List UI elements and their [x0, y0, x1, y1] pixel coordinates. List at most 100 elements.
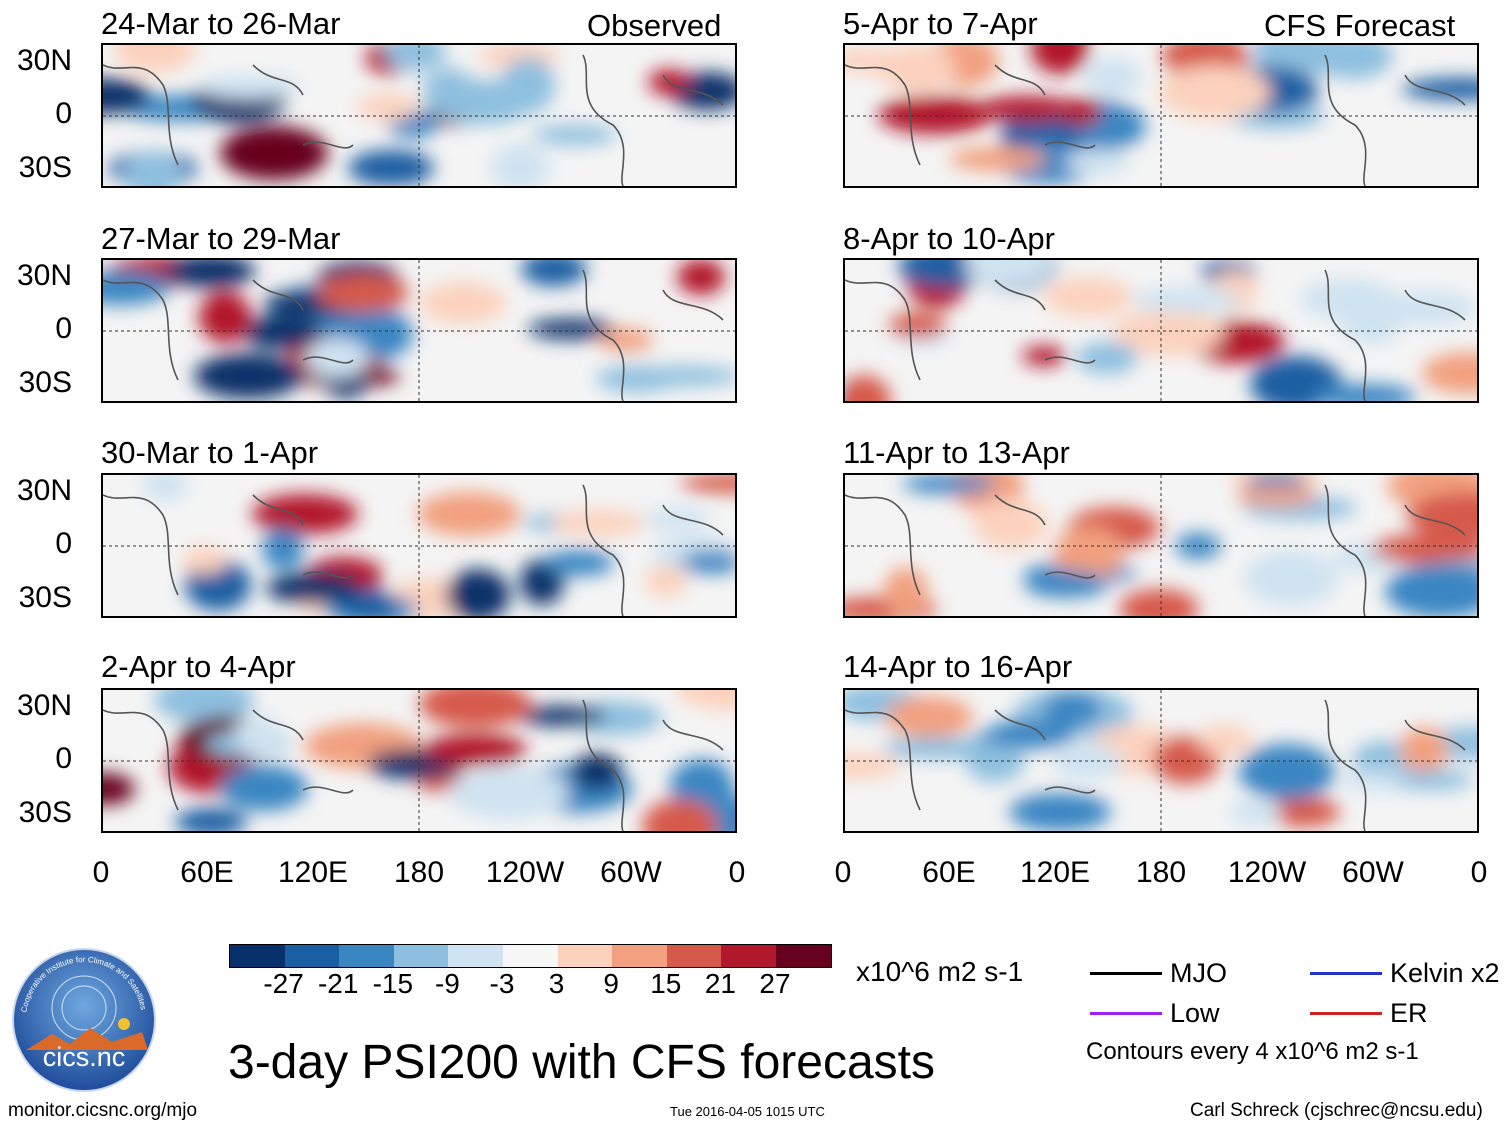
footer-timestamp: Tue 2016-04-05 1015 UTC [670, 1104, 825, 1119]
colorbar-swatch [721, 945, 776, 967]
colorbar-tick-label: -15 [372, 968, 414, 999]
footer-url[interactable]: monitor.cicsnc.org/mjo [8, 1100, 198, 1121]
anomaly-blob [1236, 486, 1318, 506]
anomaly-blob [885, 696, 973, 738]
anomaly-blob [878, 45, 956, 93]
anomaly-blob [434, 80, 534, 124]
observed-label: Observed [587, 8, 722, 43]
cfs-forecast-label: CFS Forecast [1264, 8, 1456, 43]
anomaly-blob [252, 494, 358, 534]
anomaly-blob [194, 353, 302, 399]
anomaly-blob [175, 808, 247, 831]
anomaly-blob [103, 773, 135, 805]
anomaly-blob [1054, 526, 1124, 580]
coastline [103, 269, 724, 401]
anomaly-blob [681, 550, 735, 574]
anomaly-blob [199, 291, 251, 343]
colorbar-swatch [666, 945, 722, 967]
anomaly-blob [123, 150, 183, 186]
panel-title: 24-Mar to 26-Mar [101, 6, 341, 41]
anomaly-blob [357, 93, 419, 121]
colorbar [229, 944, 832, 968]
anomaly-blob [340, 589, 398, 616]
anomaly-blob [1065, 149, 1129, 175]
anomaly-blob [1395, 770, 1473, 790]
lat-label: 30S [18, 151, 72, 184]
colorbar-swatch [612, 945, 667, 967]
anomaly-blob [423, 734, 527, 766]
anomaly-blob [1022, 346, 1066, 366]
anomaly-blob [889, 312, 947, 338]
anomaly-blob [521, 260, 587, 286]
anomaly-blob [572, 753, 622, 791]
anomaly-blob [1250, 356, 1342, 401]
psi200-map [843, 688, 1479, 833]
anomaly-blob [1407, 492, 1477, 540]
anomaly-blob [1266, 797, 1340, 827]
anomaly-blob [197, 75, 301, 99]
anomaly-blob [902, 475, 996, 494]
lon-label: 120E [1019, 856, 1091, 889]
psi200-map [101, 43, 737, 188]
anomaly-blob [878, 96, 992, 134]
colorbar-tick-label: -9 [434, 968, 460, 999]
psi200-map [843, 258, 1479, 403]
lon-label: 120W [485, 856, 565, 889]
lon-label: 180 [393, 856, 445, 889]
lat-label: 30N [16, 474, 72, 507]
lon-label: 180 [1135, 856, 1187, 889]
anomaly-blob [645, 565, 687, 597]
colorbar-swatch [393, 945, 449, 967]
anomaly-blob [544, 550, 614, 576]
anomaly-blob [446, 569, 510, 616]
colorbar-tick-label: 21 [704, 968, 736, 999]
coastline [103, 54, 724, 186]
legend-mjo: MJO [1090, 958, 1227, 989]
anomaly-blob [625, 366, 735, 386]
lat-label: 30S [18, 581, 72, 614]
anomaly-blob [845, 375, 891, 401]
colorbar-tick-label: -21 [317, 968, 359, 999]
colorbar-units: x10^6 m2 s-1 [856, 956, 1024, 987]
coastline [845, 54, 1466, 186]
lon-label: 60W [600, 856, 662, 889]
anomaly-blob [154, 690, 254, 723]
colorbar-tick-label: 9 [603, 968, 619, 999]
legend-low: Low [1090, 998, 1220, 1029]
psi200-map [843, 473, 1479, 618]
legend-kelvin-line [1310, 972, 1382, 975]
main-title: 3-day PSI200 with CFS forecasts [228, 1036, 935, 1089]
anomaly-blob [643, 508, 711, 530]
lat-label: 30N [16, 689, 72, 722]
anomaly-blob [976, 96, 1078, 122]
anomaly-blob [1385, 564, 1477, 616]
lat-label: 0 [55, 742, 72, 775]
anomaly-blob [845, 753, 903, 779]
anomaly-blob [234, 716, 284, 754]
anomaly-blob [142, 475, 188, 501]
anomaly-blob [242, 315, 322, 349]
lat-label: 30N [16, 259, 72, 292]
anomaly-blob [1076, 342, 1138, 374]
anomaly-blob [1239, 744, 1335, 800]
anomaly-blob [680, 475, 735, 493]
lat-label: 30S [18, 796, 72, 829]
anomaly-blob [1159, 65, 1271, 119]
panel-title: 11-Apr to 13-Apr [843, 435, 1070, 470]
anomaly-blob [1044, 277, 1132, 317]
panel-title: 27-Mar to 29-Mar [101, 221, 341, 256]
legend-mjo-label: MJO [1170, 958, 1227, 988]
anomaly-blob [262, 528, 304, 570]
anomaly-blob [1372, 534, 1477, 564]
legend-low-line [1090, 1012, 1162, 1015]
anomaly-blob [419, 690, 531, 728]
legend-er-label: ER [1390, 998, 1428, 1028]
cicsnc-logo: cics.nc Cooperative Institute for Climat… [12, 948, 156, 1092]
panel-title: 5-Apr to 7-Apr [843, 6, 1038, 41]
anomaly-blob [1112, 310, 1224, 356]
lon-label: 120E [277, 856, 349, 889]
legend-kelvin: Kelvin x2 [1310, 958, 1500, 989]
lon-label: 60W [1342, 856, 1404, 889]
lat-label: 0 [55, 97, 72, 130]
psi200-map [843, 43, 1479, 188]
